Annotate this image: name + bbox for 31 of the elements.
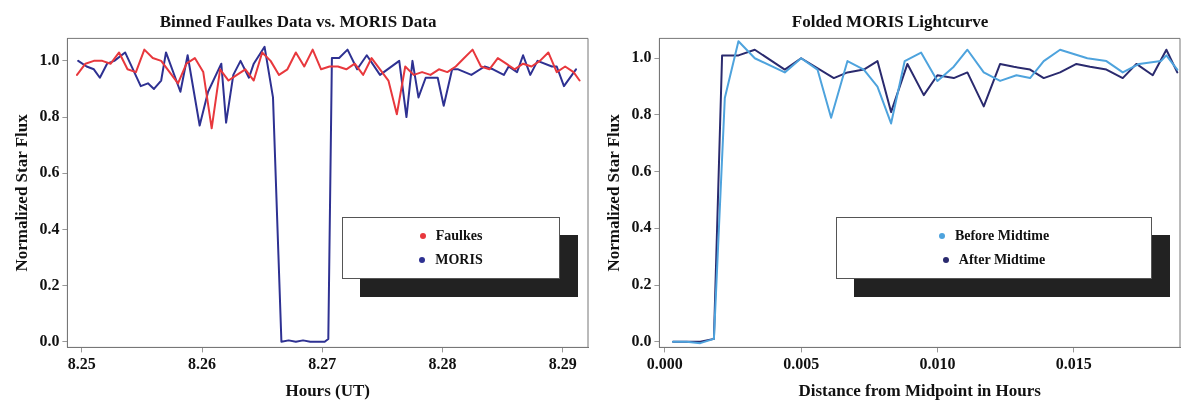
y-tick-label: 0.8 xyxy=(39,107,60,125)
y-tick-label: 0.0 xyxy=(39,331,60,349)
x-axis-title: Hours (UT) xyxy=(285,381,370,401)
x-axis-title: Distance from Midpoint in Hours xyxy=(798,381,1042,401)
y-tick-label: 0.2 xyxy=(631,275,652,293)
y-tick-label: 0.2 xyxy=(39,275,60,293)
x-tick-label: 0.015 xyxy=(1055,355,1092,373)
x-tick-label: 0.005 xyxy=(783,355,820,373)
x-tick-label: 0.010 xyxy=(919,355,956,373)
chart-title: Folded MORIS Lightcurve xyxy=(791,11,989,31)
legend-label: MORIS xyxy=(435,252,483,269)
x-tick-label: 8.25 xyxy=(67,355,96,373)
x-tick-label: 8.26 xyxy=(188,355,217,373)
chart-title: Binned Faulkes Data vs. MORIS Data xyxy=(159,11,437,31)
x-tick-label: 8.27 xyxy=(308,355,337,373)
y-axis-title: Normalized Star Flux xyxy=(11,113,31,272)
y-tick-label: 0.0 xyxy=(631,331,652,349)
y-tick-label: 0.6 xyxy=(39,163,60,181)
y-tick-label: 0.4 xyxy=(39,219,60,237)
y-tick-label: 1.0 xyxy=(631,48,652,66)
y-axis-title: Normalized Star Flux xyxy=(603,113,623,272)
legend-label: Before Midtime xyxy=(954,228,1050,245)
y-tick-label: 0.4 xyxy=(631,218,652,236)
y-tick-label: 1.0 xyxy=(39,51,60,69)
x-tick-label: 8.28 xyxy=(428,355,457,373)
legend-label: Faulkes xyxy=(435,228,483,245)
legend-label: After Midtime xyxy=(958,252,1046,269)
y-tick-label: 0.8 xyxy=(631,105,652,123)
x-tick-label: 0.000 xyxy=(646,355,683,373)
x-tick-label: 8.29 xyxy=(548,355,577,373)
y-tick-label: 0.6 xyxy=(631,161,652,179)
